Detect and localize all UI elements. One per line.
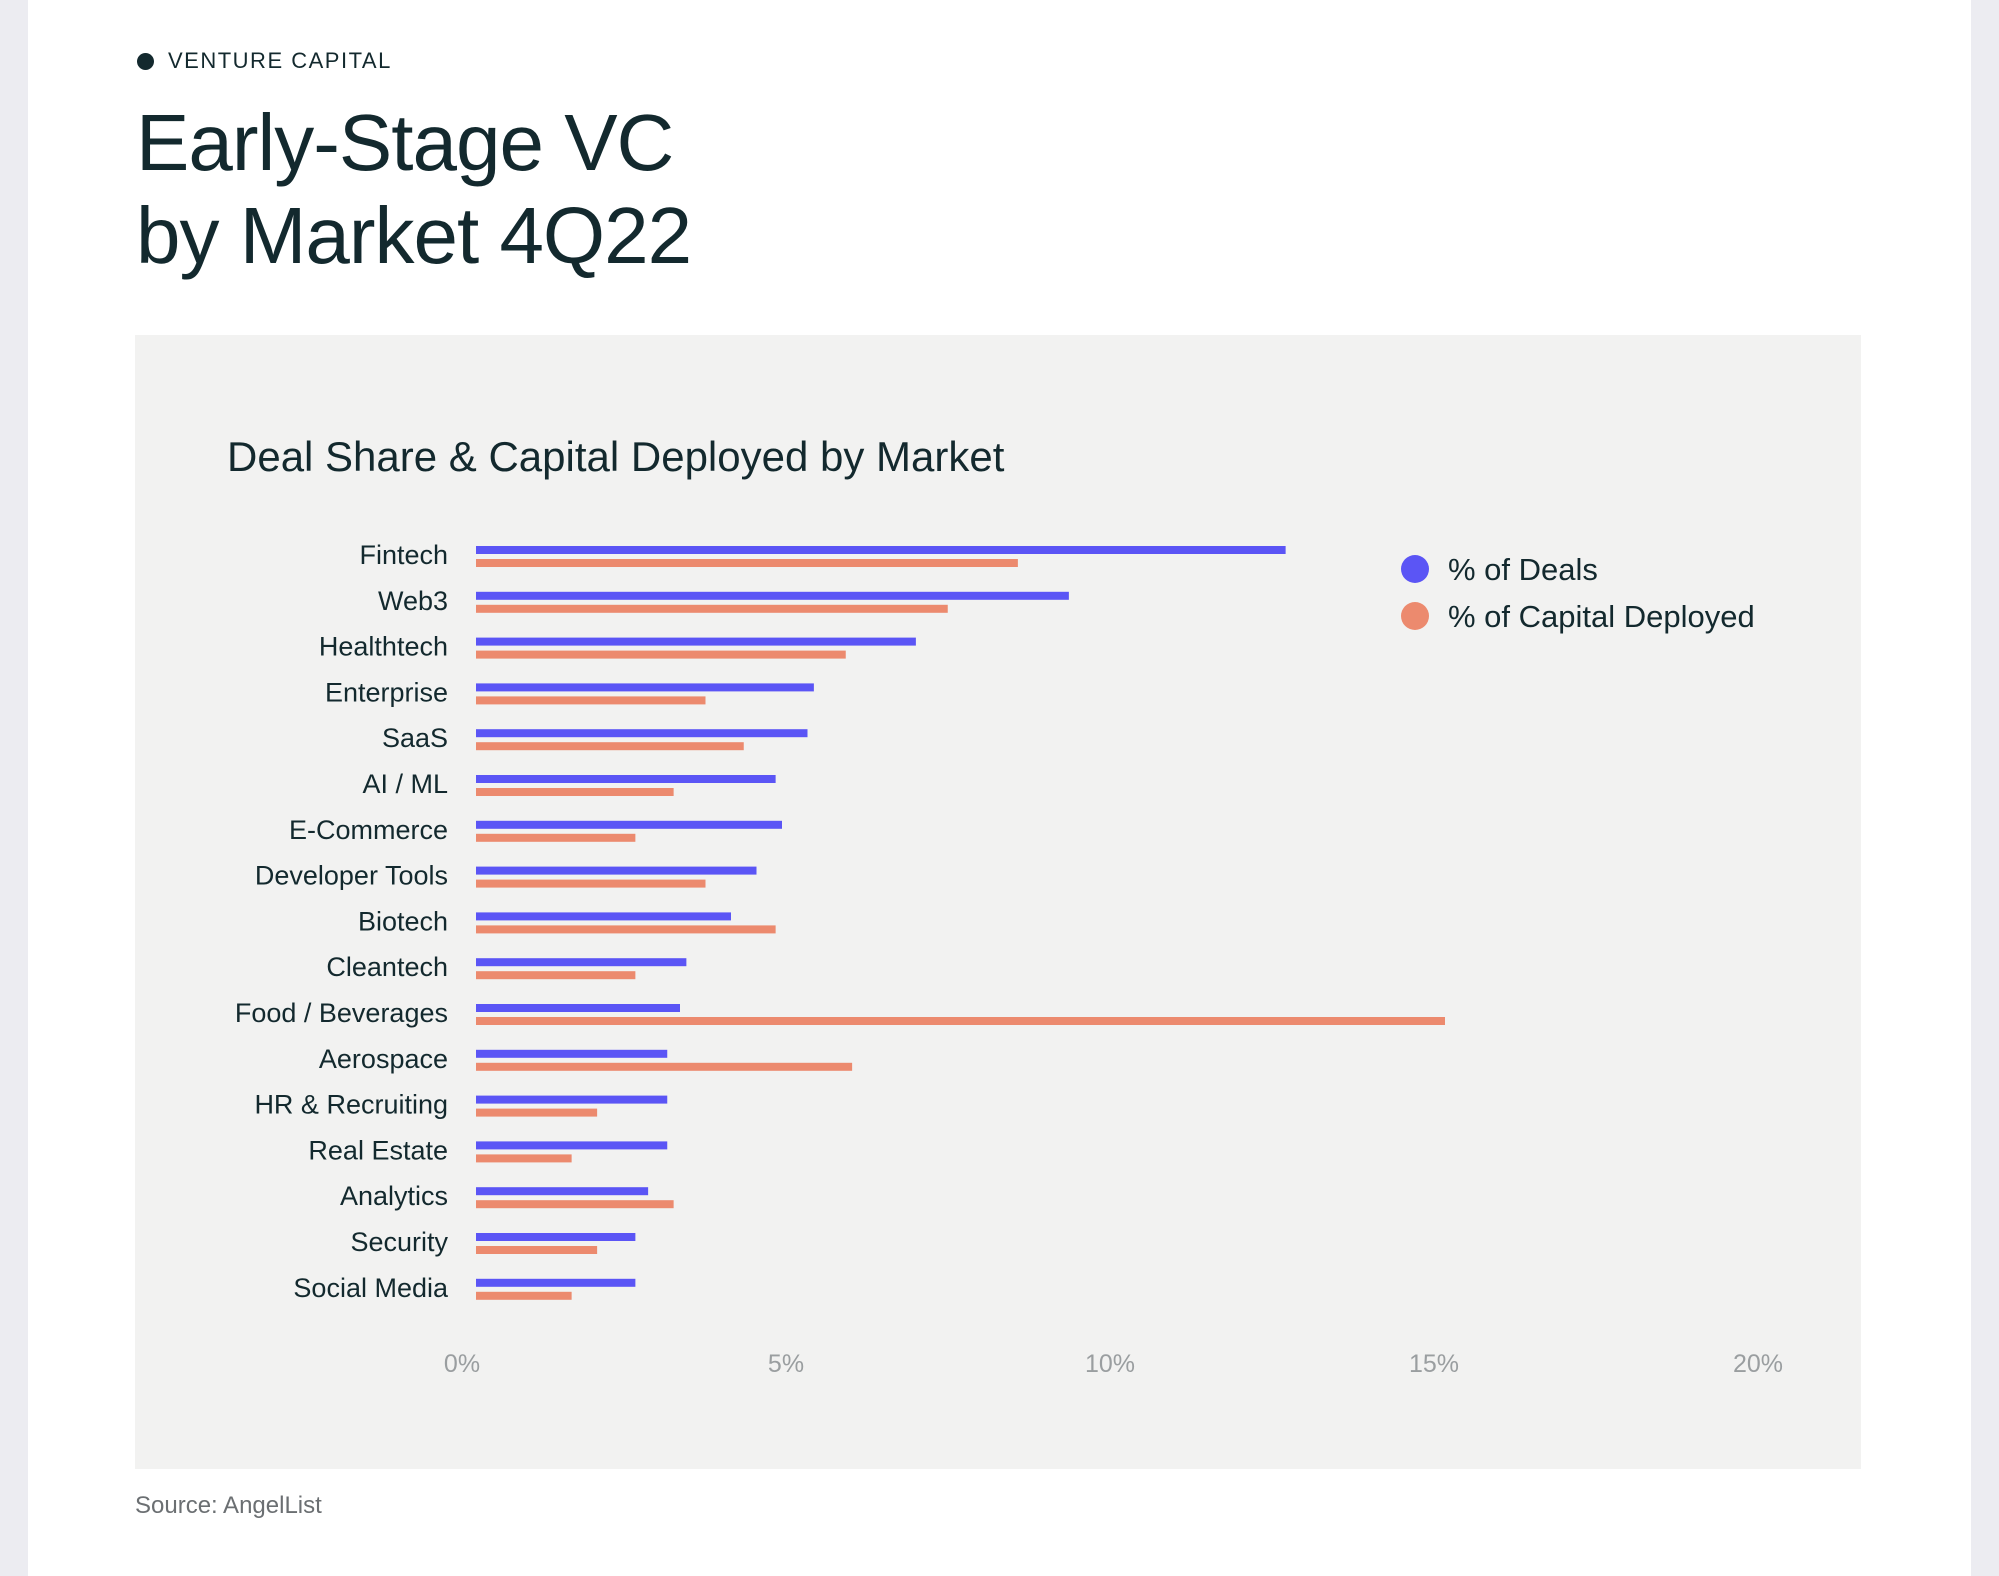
deals-bar [476, 637, 916, 646]
capital-bar [476, 1108, 598, 1117]
deals-bar [476, 1141, 668, 1150]
legend-label: % of Capital Deployed [1448, 599, 1755, 634]
x-tick-label: 10% [1085, 1350, 1135, 1378]
chart-panel: Deal Share & Capital Deployed by Market … [135, 335, 1861, 1469]
capital-bar [476, 650, 846, 659]
category-label: Analytics [340, 1181, 448, 1211]
capital-bar [476, 1017, 1445, 1025]
capital-bar [476, 1062, 853, 1071]
category-label: Cleantech [326, 952, 448, 982]
capital-bar [476, 925, 776, 934]
deals-bar [476, 1233, 636, 1241]
capital-bar [476, 604, 948, 613]
capital-bar [476, 1291, 572, 1300]
category-label: VENTURE CAPITAL [168, 48, 392, 73]
deals-bar [476, 591, 1069, 600]
category-label: Biotech [358, 906, 448, 936]
deals-bar [476, 1278, 636, 1287]
title-line-2: by Market 4Q22 [136, 191, 692, 280]
capital-bar [476, 1246, 598, 1254]
category-label: E-Commerce [289, 815, 448, 845]
category-label: SaaS [382, 723, 448, 753]
deals-bar [476, 958, 687, 967]
legend-label: % of Deals [1448, 552, 1598, 587]
legend-dot-icon [1401, 555, 1429, 583]
deals-bar [476, 820, 782, 829]
category-label: Fintech [359, 540, 448, 570]
deals-bar [476, 1004, 680, 1012]
title-line-1: Early-Stage VC [136, 98, 674, 187]
capital-bar [476, 1154, 572, 1163]
source-note: Source: AngelList [135, 1492, 322, 1519]
page-title: Early-Stage VC by Market 4Q22 [136, 96, 692, 282]
capital-bar [476, 559, 1018, 567]
category-label: HR & Recruiting [254, 1090, 448, 1120]
bar-chart: Deal Share & Capital Deployed by Market … [227, 433, 1783, 1378]
capital-bar [476, 742, 744, 751]
deals-bar [476, 866, 757, 875]
category-label: Web3 [378, 586, 448, 616]
category-label: Enterprise [325, 677, 448, 707]
deals-bar [476, 1095, 668, 1104]
category-label: Developer Tools [255, 861, 448, 891]
x-tick-label: 15% [1409, 1350, 1459, 1378]
category-label: Food / Beverages [235, 998, 448, 1028]
capital-bar [476, 879, 706, 888]
category-label: Social Media [293, 1273, 449, 1303]
x-tick-label: 5% [768, 1350, 804, 1378]
x-tick-label: 20% [1733, 1350, 1783, 1378]
deals-bar [476, 912, 731, 921]
category-label: Aerospace [319, 1044, 448, 1074]
legend-dot-icon [1401, 602, 1429, 630]
bullet-dot-icon [137, 52, 154, 70]
capital-bar [476, 833, 636, 842]
category-label: Security [350, 1227, 448, 1257]
capital-bar [476, 788, 674, 796]
deals-bar [476, 775, 776, 783]
deals-bar [476, 729, 808, 738]
deals-bar [476, 1049, 668, 1058]
category-label: Healthtech [319, 632, 448, 662]
category-label: AI / ML [362, 769, 448, 799]
deals-bar [476, 546, 1286, 554]
category-tag: VENTURE CAPITAL [137, 48, 392, 74]
deals-bar [476, 683, 814, 692]
x-tick-label: 0% [444, 1350, 480, 1378]
chart-title: Deal Share & Capital Deployed by Market [227, 433, 1005, 480]
deals-bar [476, 1187, 649, 1196]
capital-bar [476, 1200, 674, 1209]
capital-bar [476, 971, 636, 980]
category-label: Real Estate [308, 1135, 448, 1165]
capital-bar [476, 696, 706, 705]
